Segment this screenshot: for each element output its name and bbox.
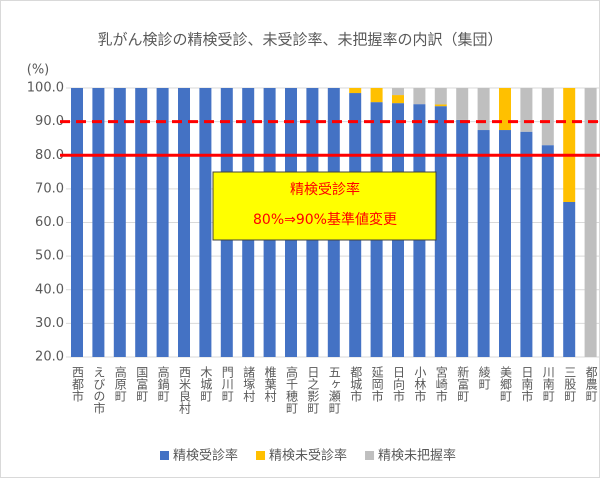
legend-label: 精検未受診率: [269, 448, 347, 464]
x-tick-label: 高千穂町: [285, 365, 299, 414]
x-tick-label: 新富町: [456, 365, 470, 402]
bar-segment: [520, 88, 533, 132]
legend-swatch: [365, 451, 375, 460]
x-tick-label: 西米良村: [178, 366, 192, 414]
legend-swatch: [160, 451, 169, 460]
y-unit-label: (%): [27, 63, 50, 78]
y-tick-label: 60.0: [35, 215, 64, 230]
bar-segment: [413, 88, 426, 105]
bar-segment: [434, 106, 447, 357]
x-tick-label: 日之影町: [306, 366, 320, 414]
x-tick-label: 日南市: [520, 366, 534, 402]
x-tick-label: 延岡市: [370, 366, 384, 402]
bar-segment: [135, 88, 148, 357]
bar-segment: [563, 88, 576, 202]
x-tick-label: 西都市: [71, 366, 85, 402]
bar-segment: [71, 88, 83, 357]
y-tick-label: 30.0: [35, 316, 64, 331]
bar-segment: [156, 88, 169, 357]
legend-label: 精検受診率: [173, 448, 238, 464]
bar-segment: [349, 88, 362, 94]
bar-segment: [541, 88, 554, 146]
y-tick-label: 100.0: [27, 81, 64, 96]
bar-segment: [584, 88, 597, 357]
bar-segment: [178, 88, 190, 357]
x-tick-label: 高原町: [113, 365, 127, 402]
y-tick-label: 90.0: [35, 114, 64, 129]
x-tick-label: 五ヶ瀬町: [327, 366, 341, 414]
chart-title: 乳がん検診の精検受診、未受診率、未把握率の内訳（集団）: [97, 31, 502, 49]
y-tick-label: 50.0: [35, 249, 64, 264]
bar-segment: [477, 88, 490, 131]
x-tick-label: 諸塚村: [242, 365, 256, 402]
bar-segment: [392, 95, 404, 104]
x-tick-label: 都農町: [584, 366, 598, 402]
x-tick-label: 小林市: [413, 366, 427, 402]
x-tick-label: 三股町: [563, 366, 577, 402]
y-tick-label: 70.0: [35, 181, 64, 196]
legend-swatch: [256, 451, 266, 460]
x-tick-label: 高鍋町: [156, 365, 170, 402]
x-tick-label: 椎葉村: [263, 365, 277, 402]
annotation-text: 精検受診率: [290, 181, 360, 198]
annotation-text: 80%⇒90%基準値変更: [253, 211, 397, 228]
x-tick-label: 川南町: [541, 366, 555, 402]
bar-segment: [456, 88, 469, 120]
x-tick-label: 日向市: [392, 366, 406, 402]
bar-segment: [199, 88, 212, 357]
x-tick-label: 都城市: [349, 366, 363, 402]
legend-label: 精検未把握率: [378, 448, 456, 464]
bar-segment: [520, 131, 533, 357]
bar-segment: [434, 104, 447, 107]
bar-segment: [563, 201, 576, 357]
annotation-box: [212, 171, 437, 241]
bar-segment: [370, 88, 383, 103]
x-tick-label: えびの市: [92, 366, 106, 414]
y-tick-label: 40.0: [35, 282, 64, 297]
x-tick-label: 宮崎市: [434, 365, 448, 402]
x-tick-label: 綾町: [477, 365, 491, 390]
x-tick-label: 門川町: [220, 366, 234, 402]
x-tick-label: 国富町: [135, 366, 149, 402]
bar-segment: [499, 130, 511, 357]
y-tick-label: 80.0: [35, 148, 64, 163]
bar-segment: [541, 145, 554, 357]
bar-segment: [499, 88, 511, 131]
bar-segment: [392, 88, 404, 96]
bar-segment: [434, 88, 447, 105]
bar-segment: [113, 88, 126, 357]
bar-segment: [92, 88, 105, 357]
bar-segment: [456, 119, 469, 357]
y-tick-label: 20.0: [35, 350, 64, 365]
bar-segment: [477, 130, 490, 357]
x-tick-label: 美郷町: [499, 366, 513, 402]
x-tick-label: 木城町: [199, 366, 213, 402]
